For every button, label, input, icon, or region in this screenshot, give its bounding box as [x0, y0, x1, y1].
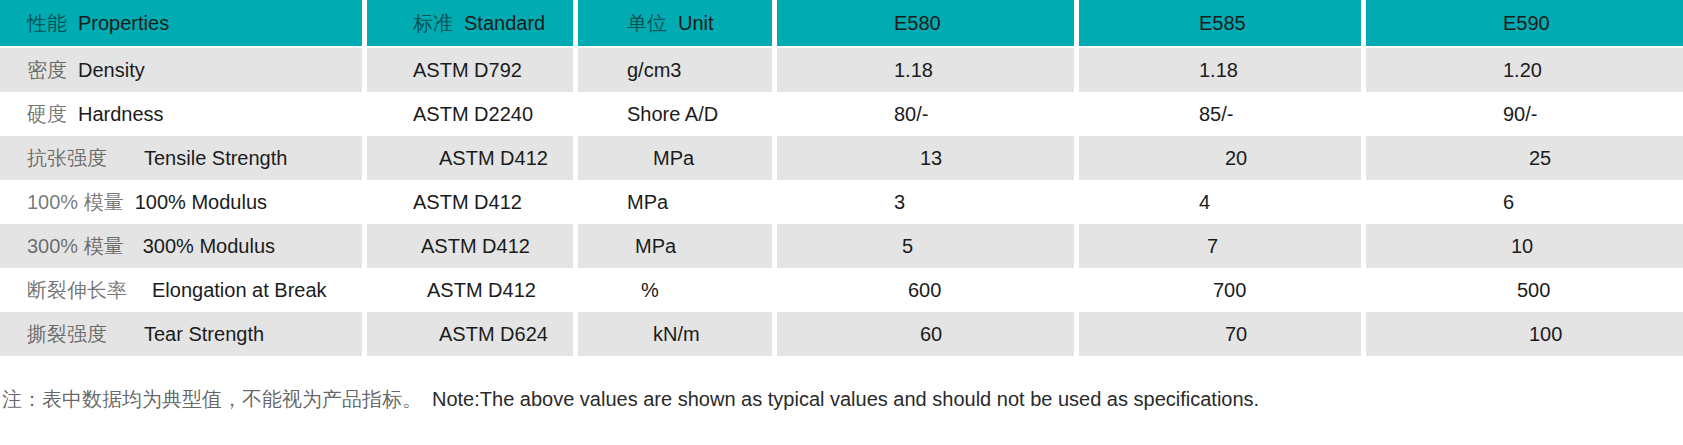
property-name-cn: 100% 模量 [27, 189, 124, 216]
property-name-cn: 密度 [27, 57, 67, 84]
property-cell: 密度 Density [0, 48, 362, 92]
header-standard-cn: 标准 [413, 10, 453, 37]
property-cell: 抗张强度 Tensile Strength [0, 136, 362, 180]
header-cell-product-e580: E580 [777, 0, 1074, 46]
property-name-en: Elongation at Break [152, 279, 327, 302]
property-cell: 撕裂强度 Tear Strength [0, 312, 362, 356]
property-name-cn: 断裂伸长率 [27, 277, 127, 304]
value-cell-e590: 6 [1366, 180, 1683, 224]
standard-cell: ASTM D412 [367, 268, 573, 312]
property-cell: 硬度 Hardness [0, 92, 362, 136]
spec-table: 性能 Properties 标准 Standard 单位 Unit E580 E… [0, 0, 1683, 356]
value-cell-e580: 1.18 [777, 48, 1074, 92]
unit-cell: Shore A/D [578, 92, 772, 136]
property-name-cn: 撕裂强度 [27, 321, 107, 348]
header-unit-en: Unit [678, 12, 714, 35]
value-cell-e580: 5 [777, 224, 1074, 268]
header-standard-en: Standard [464, 12, 545, 35]
table-row: 撕裂强度 Tear Strength ASTM D624 kN/m 60 70 … [0, 312, 1683, 356]
table-row: 300% 模量 300% Modulus ASTM D412 MPa 5 7 1… [0, 224, 1683, 268]
value-cell-e590: 100 [1366, 312, 1683, 356]
table-header-row: 性能 Properties 标准 Standard 单位 Unit E580 E… [0, 0, 1683, 46]
table-row: 硬度 Hardness ASTM D2240 Shore A/D 80/- 85… [0, 92, 1683, 136]
value-cell-e585: 4 [1079, 180, 1361, 224]
unit-cell: kN/m [578, 312, 772, 356]
unit-cell: % [578, 268, 772, 312]
value-cell-e580: 600 [777, 268, 1074, 312]
table-note: 注：表中数据均为典型值，不能视为产品指标。 Note:The above val… [0, 386, 1683, 413]
header-unit-cn: 单位 [627, 10, 667, 37]
table-row: 100% 模量 100% Modulus ASTM D412 MPa 3 4 6 [0, 180, 1683, 224]
property-name-en: Density [78, 59, 145, 82]
property-cell: 300% 模量 300% Modulus [0, 224, 362, 268]
value-cell-e585: 700 [1079, 268, 1361, 312]
unit-cell: MPa [578, 136, 772, 180]
value-cell-e580: 13 [777, 136, 1074, 180]
property-name-cn: 抗张强度 [27, 145, 107, 172]
value-cell-e590: 90/- [1366, 92, 1683, 136]
unit-cell: MPa [578, 180, 772, 224]
product-name: E590 [1503, 12, 1550, 35]
standard-cell: ASTM D412 [367, 180, 573, 224]
header-cell-product-e585: E585 [1079, 0, 1361, 46]
property-name-en: 100% Modulus [135, 191, 267, 214]
header-cell-product-e590: E590 [1366, 0, 1683, 46]
value-cell-e585: 7 [1079, 224, 1361, 268]
value-cell-e585: 20 [1079, 136, 1361, 180]
table-row: 密度 Density ASTM D792 g/cm3 1.18 1.18 1.2… [0, 48, 1683, 92]
header-cell-standard: 标准 Standard [367, 0, 573, 46]
standard-cell: ASTM D624 [367, 312, 573, 356]
value-cell-e580: 3 [777, 180, 1074, 224]
property-name-en: Tensile Strength [144, 147, 287, 170]
property-cell: 100% 模量 100% Modulus [0, 180, 362, 224]
value-cell-e585: 70 [1079, 312, 1361, 356]
product-name: E580 [894, 12, 941, 35]
table-row: 抗张强度 Tensile Strength ASTM D412 MPa 13 2… [0, 136, 1683, 180]
note-text-en: Note:The above values are shown as typic… [432, 388, 1259, 411]
value-cell-e590: 500 [1366, 268, 1683, 312]
table-body: 密度 Density ASTM D792 g/cm3 1.18 1.18 1.2… [0, 48, 1683, 356]
property-name-en: 300% Modulus [143, 235, 275, 258]
value-cell-e585: 85/- [1079, 92, 1361, 136]
value-cell-e590: 10 [1366, 224, 1683, 268]
value-cell-e580: 60 [777, 312, 1074, 356]
standard-cell: ASTM D2240 [367, 92, 573, 136]
product-name: E585 [1199, 12, 1246, 35]
value-cell-e580: 80/- [777, 92, 1074, 136]
standard-cell: ASTM D412 [367, 224, 573, 268]
property-name-en: Tear Strength [144, 323, 264, 346]
value-cell-e590: 1.20 [1366, 48, 1683, 92]
unit-cell: MPa [578, 224, 772, 268]
property-name-cn: 硬度 [27, 101, 67, 128]
value-cell-e590: 25 [1366, 136, 1683, 180]
standard-cell: ASTM D792 [367, 48, 573, 92]
value-cell-e585: 1.18 [1079, 48, 1361, 92]
table-row: 断裂伸长率 Elongation at Break ASTM D412 % 60… [0, 268, 1683, 312]
standard-cell: ASTM D412 [367, 136, 573, 180]
property-name-en: Hardness [78, 103, 164, 126]
note-text-cn: 注：表中数据均为典型值，不能视为产品指标。 [2, 386, 422, 413]
header-cell-unit: 单位 Unit [578, 0, 772, 46]
header-properties-cn: 性能 [27, 10, 67, 37]
property-name-cn: 300% 模量 [27, 233, 124, 260]
unit-cell: g/cm3 [578, 48, 772, 92]
property-cell: 断裂伸长率 Elongation at Break [0, 268, 362, 312]
header-cell-properties: 性能 Properties [0, 0, 362, 46]
header-properties-en: Properties [78, 12, 169, 35]
